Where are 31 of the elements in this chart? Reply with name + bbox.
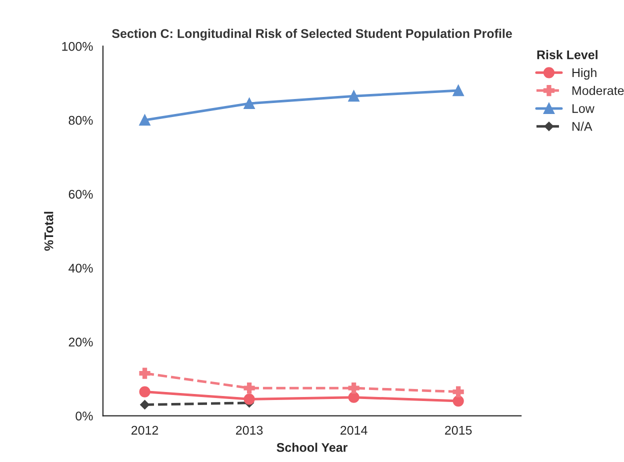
point	[244, 98, 255, 110]
x-tick-label: 2015	[445, 426, 472, 435]
legend-label: Low	[572, 104, 594, 113]
point	[139, 368, 150, 379]
point	[452, 395, 464, 407]
x-tick-label: 2014	[340, 426, 368, 435]
x-tick-label: 2013	[236, 426, 263, 435]
point	[139, 114, 150, 126]
point	[140, 400, 150, 410]
point	[348, 382, 360, 394]
x-axis-title: School Year	[276, 442, 348, 452]
y-tick-label: 40%	[68, 264, 93, 273]
legend-label: Moderate	[572, 86, 624, 96]
point	[348, 392, 360, 403]
legend-label: N/A	[572, 122, 592, 131]
x-tick-label: 2012	[131, 426, 158, 435]
point	[244, 394, 255, 405]
legend-label: High	[572, 68, 596, 80]
point	[139, 386, 150, 398]
point	[452, 386, 464, 398]
y-tick-label: 80%	[68, 116, 93, 125]
y-axis-title: %Total	[44, 212, 54, 251]
y-tick-label: 100%	[62, 42, 93, 51]
chart-title: Section C: Longitudinal Risk of Selected Student Population Profile	[112, 28, 512, 41]
point	[452, 84, 464, 96]
y-tick-label: 0%	[76, 412, 93, 420]
point	[244, 382, 255, 394]
y-tick-label: 20%	[68, 338, 93, 347]
legend-title: Risk Level	[537, 50, 598, 60]
point	[348, 90, 360, 102]
y-tick-label: 60%	[68, 190, 93, 199]
